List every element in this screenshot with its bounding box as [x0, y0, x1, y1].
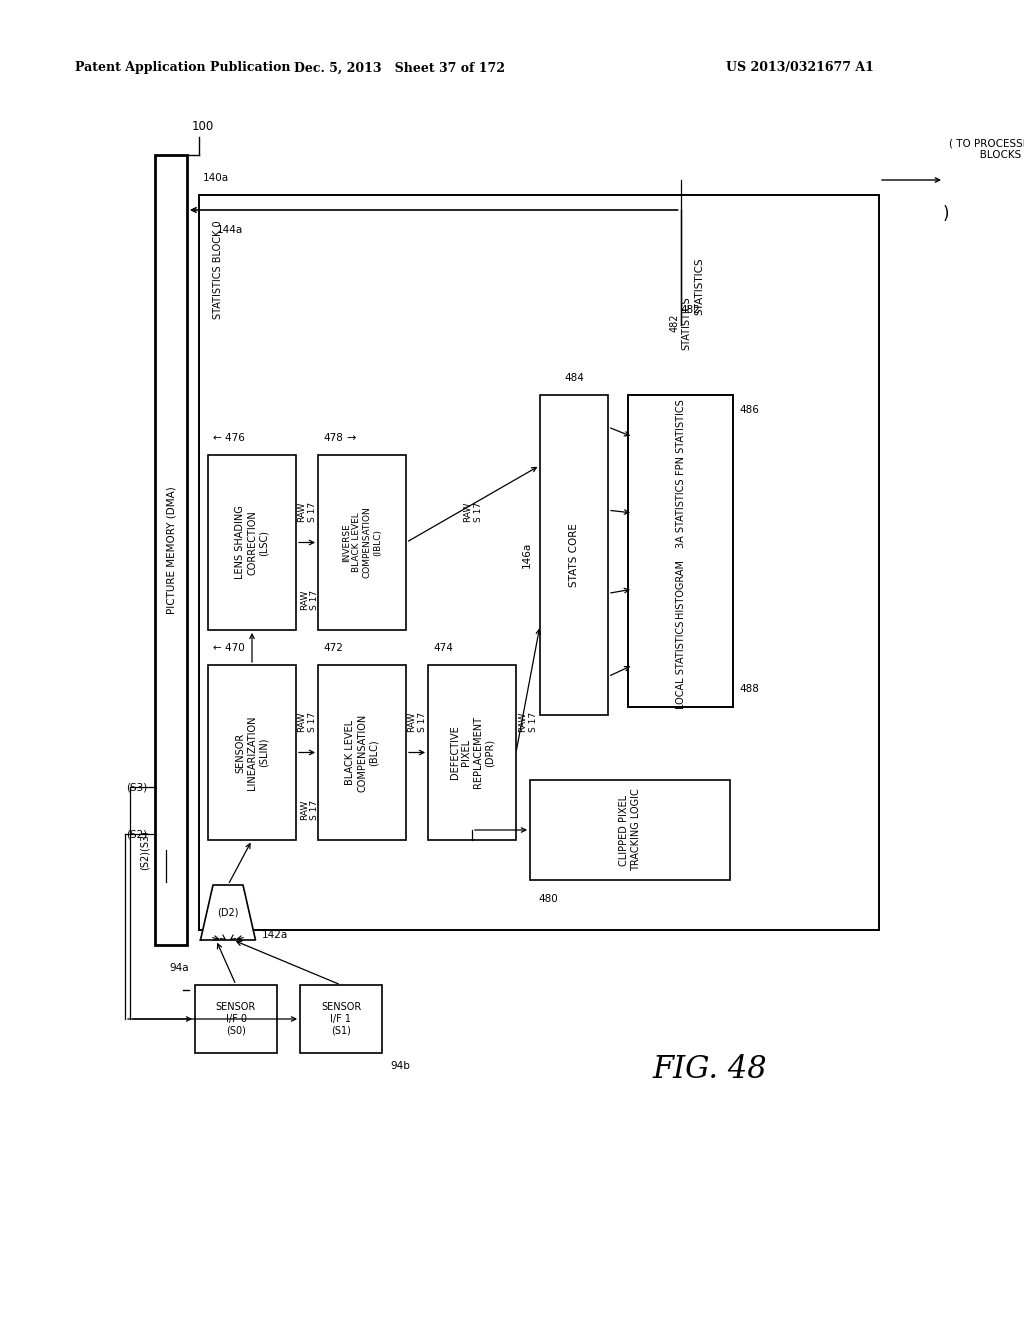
- Text: PICTURE MEMORY (DMA): PICTURE MEMORY (DMA): [166, 486, 176, 614]
- Text: RAW
S 17: RAW S 17: [300, 800, 319, 820]
- Text: FIG. 48: FIG. 48: [652, 1055, 767, 1085]
- Text: 484: 484: [564, 374, 584, 383]
- Text: STATISTICS: STATISTICS: [694, 257, 705, 315]
- Bar: [428, 665, 516, 840]
- Text: RAW
S 17: RAW S 17: [408, 711, 427, 733]
- Text: RAW
S 17: RAW S 17: [300, 590, 319, 610]
- Text: DEFECTIVE
PIXEL
REPLACEMENT
(DPR): DEFECTIVE PIXEL REPLACEMENT (DPR): [450, 717, 495, 788]
- Text: ): ): [943, 205, 949, 223]
- Bar: [300, 985, 382, 1053]
- Bar: [628, 395, 733, 708]
- Bar: [633, 631, 728, 700]
- Text: FPN STATISTICS: FPN STATISTICS: [676, 399, 685, 475]
- Text: (S3): (S3): [126, 781, 147, 792]
- Text: HISTOGRAM: HISTOGRAM: [676, 560, 685, 619]
- Text: ← 476: ← 476: [213, 433, 245, 444]
- Bar: [530, 780, 730, 880]
- Text: 140a: 140a: [203, 173, 229, 183]
- Text: (S2)(S3): (S2)(S3): [140, 830, 150, 870]
- Text: 3A STATISTICS: 3A STATISTICS: [676, 478, 685, 548]
- Bar: [155, 154, 187, 945]
- Bar: [208, 665, 296, 840]
- Text: 474: 474: [433, 643, 453, 653]
- Text: Dec. 5, 2013   Sheet 37 of 172: Dec. 5, 2013 Sheet 37 of 172: [295, 62, 506, 74]
- Text: 488: 488: [739, 684, 759, 694]
- Text: 146a: 146a: [522, 543, 532, 568]
- Text: LENS SHADING
CORRECTION
(LSC): LENS SHADING CORRECTION (LSC): [236, 506, 268, 579]
- Text: 482: 482: [681, 305, 700, 315]
- Text: STATISTICS BLOCK 0: STATISTICS BLOCK 0: [213, 220, 223, 318]
- Text: RAW
S 17: RAW S 17: [297, 502, 316, 523]
- Text: →: →: [346, 433, 355, 444]
- Text: 480: 480: [538, 894, 558, 904]
- Text: 94b: 94b: [390, 1061, 410, 1071]
- Text: STATS CORE: STATS CORE: [569, 523, 579, 587]
- Text: INVERSE
BLACK LEVEL
COMPENSATION
(IBLC): INVERSE BLACK LEVEL COMPENSATION (IBLC): [342, 507, 382, 578]
- Bar: [633, 554, 728, 623]
- Text: SENSOR
I/F 0
(S0): SENSOR I/F 0 (S0): [216, 1002, 256, 1036]
- Text: ( TO PROCESSING
   BLOCKS: ( TO PROCESSING BLOCKS: [949, 139, 1024, 160]
- Text: 94a: 94a: [169, 964, 189, 973]
- Text: RAW
S 17: RAW S 17: [297, 711, 316, 733]
- Polygon shape: [201, 884, 256, 940]
- Bar: [199, 195, 879, 931]
- Bar: [633, 403, 728, 471]
- Text: SENSOR
LINEARIZATION
(SLIN): SENSOR LINEARIZATION (SLIN): [236, 715, 268, 789]
- Text: RAW
S 17: RAW S 17: [463, 502, 482, 523]
- Bar: [633, 479, 728, 546]
- Text: 478: 478: [323, 433, 343, 444]
- Bar: [540, 395, 608, 715]
- Text: 486: 486: [739, 405, 759, 414]
- Text: 472: 472: [323, 643, 343, 653]
- Text: (D2): (D2): [217, 908, 239, 917]
- Bar: [318, 455, 406, 630]
- Text: 100: 100: [193, 120, 214, 133]
- Text: 142a: 142a: [261, 931, 288, 940]
- Text: CLIPPED PIXEL
TRACKING LOGIC: CLIPPED PIXEL TRACKING LOGIC: [620, 788, 641, 871]
- Text: ← 470: ← 470: [213, 643, 245, 653]
- Bar: [195, 985, 278, 1053]
- Text: LOCAL STATISTICS: LOCAL STATISTICS: [676, 620, 685, 709]
- Text: SENSOR
I/F 1
(S1): SENSOR I/F 1 (S1): [321, 1002, 361, 1036]
- Text: 144a: 144a: [217, 224, 244, 235]
- Text: BLACK LEVEL
COMPENSATION
(BLC): BLACK LEVEL COMPENSATION (BLC): [345, 713, 379, 792]
- Text: 482
STATISTICS: 482 STATISTICS: [670, 297, 691, 350]
- Text: RAW
S 17: RAW S 17: [518, 711, 538, 733]
- Text: Patent Application Publication: Patent Application Publication: [75, 62, 291, 74]
- Bar: [318, 665, 406, 840]
- Text: US 2013/0321677 A1: US 2013/0321677 A1: [726, 62, 873, 74]
- Bar: [208, 455, 296, 630]
- Text: (S2): (S2): [126, 829, 147, 840]
